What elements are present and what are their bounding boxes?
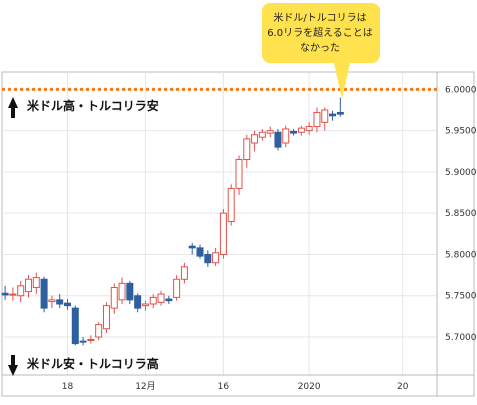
candle-body: [297, 127, 305, 133]
candle-body: [71, 307, 79, 345]
candle-body: [149, 296, 157, 305]
down-arrow: [8, 355, 18, 376]
candle-body: [87, 338, 95, 341]
candle-body: [9, 293, 17, 296]
candle-body: [40, 278, 48, 309]
candle-body: [17, 285, 25, 297]
candle-body: [157, 293, 165, 303]
candle-body: [95, 324, 103, 338]
candle-body: [235, 159, 243, 189]
candle-body: [313, 111, 321, 127]
candle-body: [118, 282, 126, 301]
y-tick-label: 6.0000: [445, 85, 477, 95]
candle-body: [290, 130, 298, 134]
callout-text: なかった: [300, 42, 340, 54]
candle-body: [32, 277, 40, 288]
y-tick-label: 5.7000: [445, 333, 477, 343]
y-tick-label: 5.9500: [445, 127, 477, 137]
x-tick-label: 18: [62, 382, 74, 392]
candle-body: [173, 278, 181, 298]
candle-body: [79, 340, 87, 343]
candle-body: [196, 247, 204, 257]
up-arrow: [8, 97, 18, 118]
candle-body: [165, 298, 173, 302]
callout-box: [262, 3, 380, 99]
x-tick-label: 2020: [298, 382, 321, 392]
candle-body: [141, 303, 149, 307]
candle-body: [1, 292, 9, 296]
candle-body: [243, 138, 251, 161]
candle-body: [305, 125, 313, 132]
candle-body: [266, 130, 274, 134]
candle-body: [336, 111, 344, 115]
candle-body: [188, 245, 196, 249]
candle-body: [48, 299, 56, 303]
candle-body: [126, 282, 134, 301]
candle-body: [212, 252, 220, 264]
candle-body: [56, 299, 64, 305]
x-tick-label: 16: [218, 382, 230, 392]
candle-body: [321, 109, 329, 123]
candle-body: [274, 131, 282, 148]
x-tick-label: 20: [397, 382, 409, 392]
candle-body: [329, 113, 337, 117]
candle-body: [110, 286, 118, 309]
frame: [1, 71, 475, 397]
candle-body: [134, 295, 142, 309]
y-tick-label: 5.7500: [445, 292, 477, 302]
y-tick-label: 5.8500: [445, 209, 477, 219]
candle-body: [204, 253, 212, 264]
candle-body: [258, 131, 266, 138]
callout-text: 米ドル/トルコリラは: [273, 11, 366, 24]
candle-body: [282, 128, 290, 144]
candle-body: [219, 212, 227, 255]
candle-body: [102, 305, 110, 330]
plot: 5.7000 5.7500 5.8000 5.8500 5.9000 5.9500 6.00…: [1, 72, 477, 396]
callout-text: 6.0リラを超えることは: [267, 26, 373, 39]
candle-body: [180, 266, 188, 280]
y-tick-label: 5.8000: [445, 250, 477, 260]
x-tick-label: 12月: [135, 381, 155, 392]
candle-body: [63, 302, 71, 307]
candle-body: [227, 187, 235, 222]
candle-body: [251, 134, 259, 144]
annotation-bottom: 米ドル安・トルコリラ高: [27, 356, 159, 371]
y-tick-label: 5.9000: [445, 168, 477, 178]
annotation-top: 米ドル高・トルコリラ安: [27, 98, 159, 113]
candle-body: [25, 278, 33, 293]
